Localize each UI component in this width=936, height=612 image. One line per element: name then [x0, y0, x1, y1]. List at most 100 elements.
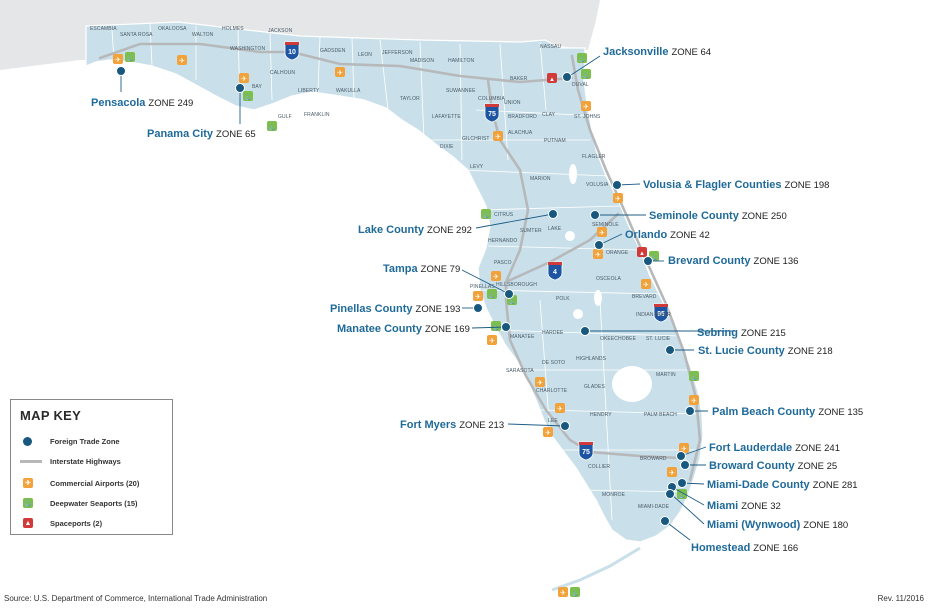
county-label: COLUMBIA — [478, 96, 505, 102]
county-label: OSCEOLA — [596, 276, 621, 282]
zone-label-orlando[interactable]: Orlando ZONE 42 — [625, 229, 710, 241]
zone-label-manatee[interactable]: Manatee County ZONE 169 — [337, 323, 470, 335]
svg-text:✈: ✈ — [560, 590, 566, 597]
airplane-icon: ✈ — [689, 395, 699, 405]
ship-icon: ⚓ — [581, 69, 591, 79]
ftz-dot-seminole[interactable] — [590, 210, 600, 220]
ftz-dot-miami-wynwood[interactable] — [665, 489, 675, 499]
ftz-dot-volusia-flagler[interactable] — [612, 180, 622, 190]
ftz-dot-orlando[interactable] — [594, 240, 604, 250]
ship-icon: ⚓ — [689, 371, 699, 381]
map-key-label: Deepwater Seaports (15) — [50, 498, 138, 508]
lake-central-1 — [565, 231, 575, 241]
i75-north-shield-icon: 75 — [484, 103, 500, 123]
county-label: BREVARD — [632, 294, 657, 300]
county-label: BROWARD — [640, 456, 667, 462]
county-label: PALM BEACH — [644, 412, 677, 418]
ftz-dot-pinellas[interactable] — [473, 303, 483, 313]
county-label: CLAY — [542, 112, 556, 118]
ftz-dot-panama-city[interactable] — [235, 83, 245, 93]
airplane-icon: ✈ — [679, 443, 689, 453]
county-label: LAFAYETTE — [432, 114, 461, 120]
zone-label-palm-beach[interactable]: Palm Beach County ZONE 135 — [712, 406, 863, 418]
ftz-dot-sebring[interactable] — [580, 326, 590, 336]
zone-label-tampa[interactable]: Tampa ZONE 79 — [383, 263, 460, 275]
ftz-dot-pensacola[interactable] — [116, 66, 126, 76]
zone-label-brevard[interactable]: Brevard County ZONE 136 — [668, 255, 798, 267]
county-label: HAMILTON — [448, 58, 474, 64]
county-label: NASSAU — [540, 44, 561, 50]
zone-label-lake[interactable]: Lake County ZONE 292 — [358, 224, 472, 236]
zone-label-fort-lauderdale[interactable]: Fort Lauderdale ZONE 241 — [709, 442, 840, 454]
map-key-label: Commercial Airports (20) — [50, 478, 140, 488]
zone-label-fort-myers[interactable]: Fort Myers ZONE 213 — [400, 419, 504, 431]
zone-label-sebring[interactable]: Sebring ZONE 215 — [697, 327, 786, 339]
county-label: DUVAL — [572, 82, 589, 88]
county-labels: ESCAMBIA SANTA ROSA OKALOOSA WALTON HOLM… — [90, 26, 677, 510]
revision-note: Rev. 11/2016 — [877, 594, 924, 603]
county-label: PASCO — [494, 260, 512, 266]
zone-label-seminole[interactable]: Seminole County ZONE 250 — [649, 210, 787, 222]
zone-label-broward[interactable]: Broward County ZONE 25 — [709, 460, 837, 472]
county-label: INDIAN RIVER — [636, 312, 671, 318]
svg-text:✈: ✈ — [691, 398, 697, 405]
zone-label-miami-dade[interactable]: Miami-Dade County ZONE 281 — [707, 479, 858, 491]
county-label: TAYLOR — [400, 96, 420, 102]
ship-icon: ⚓ — [491, 321, 501, 331]
county-label: HOLMES — [222, 26, 244, 32]
county-label: HENDRY — [590, 412, 612, 418]
zone-label-miami[interactable]: Miami ZONE 32 — [707, 500, 781, 512]
i75-north-label: 75 — [488, 111, 496, 118]
county-label: LAKE — [548, 226, 562, 232]
zone-label-miami-wynwood[interactable]: Miami (Wynwood) ZONE 180 — [707, 519, 848, 531]
ftz-dot-homestead[interactable] — [660, 516, 670, 526]
ftz-dot-st-lucie[interactable] — [665, 345, 675, 355]
county-label: ALACHUA — [508, 130, 533, 136]
ftz-dot-jacksonville[interactable] — [562, 72, 572, 82]
airplane-icon: ✈ — [487, 335, 497, 345]
svg-text:✈: ✈ — [337, 70, 343, 77]
zone-label-pinellas[interactable]: Pinellas County ZONE 193 — [330, 303, 460, 315]
county-label: DIXIE — [440, 144, 454, 150]
i75-south-label: 75 — [582, 449, 590, 456]
svg-text:✈: ✈ — [475, 294, 481, 301]
svg-text:⚓: ⚓ — [268, 123, 275, 131]
zone-labels: Pensacola ZONE 249 Panama City ZONE 65 Jac… — [91, 46, 863, 554]
county-label: MIAMI-DADE — [638, 504, 670, 510]
i4-label: 4 — [553, 269, 557, 276]
map-key-title: MAP KEY — [20, 408, 82, 423]
county-label: ESCAMBIA — [90, 26, 117, 32]
svg-text:✈: ✈ — [489, 338, 495, 345]
ftz-dot-fort-myers[interactable] — [560, 421, 570, 431]
airplane-icon: ✈ — [555, 403, 565, 413]
county-label: HIGHLANDS — [576, 356, 607, 362]
svg-text:✈: ✈ — [545, 430, 551, 437]
ftz-dot-lake[interactable] — [548, 209, 558, 219]
i10-shield-icon: 10 — [284, 41, 300, 61]
ftz-dot-broward[interactable] — [680, 460, 690, 470]
map-key-label: Interstate Highways — [50, 456, 121, 466]
map-key: MAP KEY Foreign Trade Zone Interstate Hi… — [10, 399, 173, 535]
zone-label-panama-city[interactable]: Panama City ZONE 65 — [147, 128, 256, 140]
zone-label-pensacola[interactable]: Pensacola ZONE 249 — [91, 97, 193, 109]
ftz-dot-brevard[interactable] — [643, 256, 653, 266]
ftz-dot-fort-lauderdale[interactable] — [676, 451, 686, 461]
ftz-dot-miami-dade[interactable] — [677, 478, 687, 488]
county-label: GULF — [278, 114, 292, 120]
zone-label-st-lucie[interactable]: St. Lucie County ZONE 218 — [698, 345, 833, 357]
i10-highway — [98, 42, 574, 84]
map-key-row-spaceport: ▲ Spaceports (2) — [20, 516, 102, 530]
ftz-dot-manatee[interactable] — [501, 322, 511, 332]
ftz-dot-tampa[interactable] — [504, 289, 514, 299]
county-label: MARION — [530, 176, 551, 182]
county-label: HILLSBOROUGH — [496, 282, 537, 288]
ftz-dot-palm-beach[interactable] — [685, 406, 695, 416]
zone-label-homestead[interactable]: Homestead ZONE 166 — [691, 542, 798, 554]
county-label: HERNANDO — [488, 238, 517, 244]
zone-label-volusia-flagler[interactable]: Volusia & Flagler Counties ZONE 198 — [643, 179, 829, 191]
airplane-icon: ✈ — [239, 73, 249, 83]
ship-icon: ⚓ — [125, 52, 135, 62]
airplane-icon: ✈ — [581, 101, 591, 111]
svg-text:⚓: ⚓ — [582, 71, 589, 79]
zone-label-jacksonville[interactable]: Jacksonville ZONE 64 — [603, 46, 711, 58]
